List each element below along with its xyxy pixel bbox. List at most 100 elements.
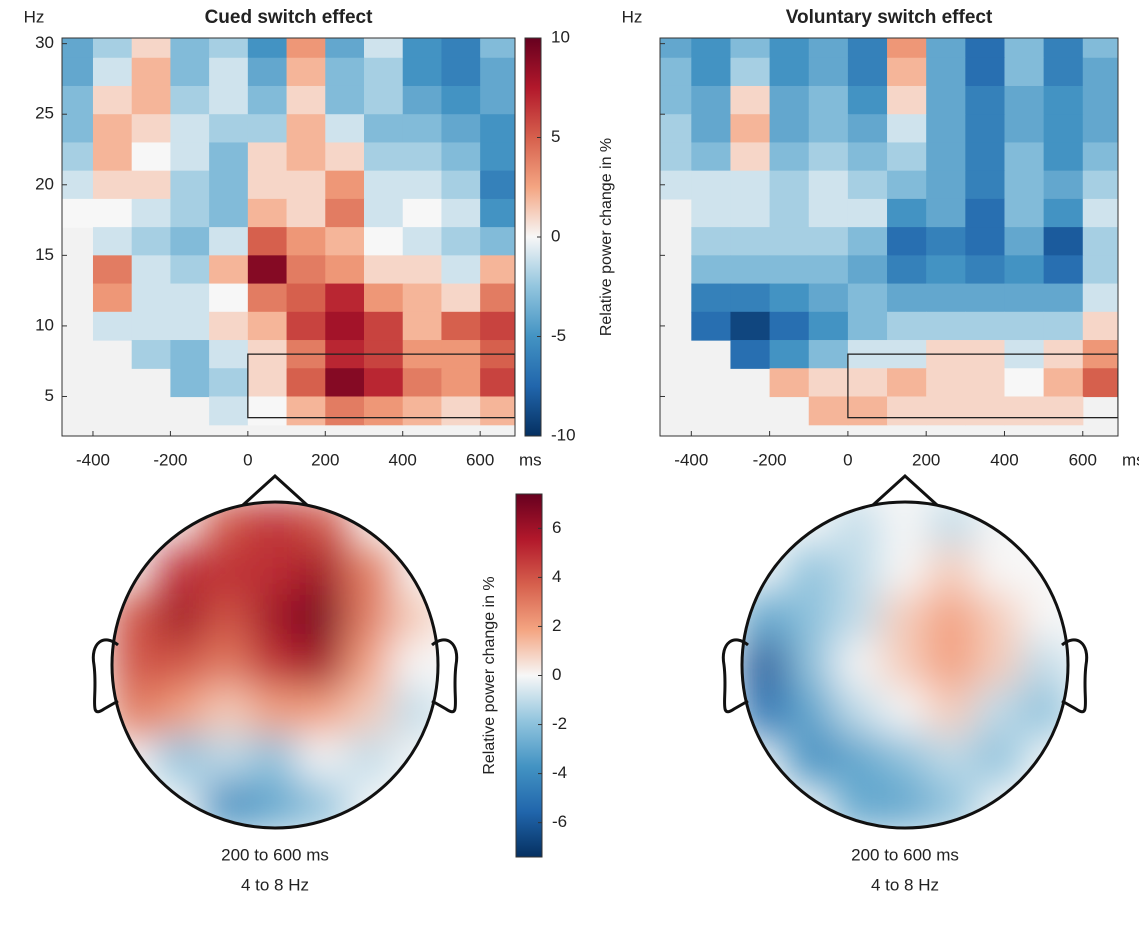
y-tick-label: 10 (35, 315, 54, 334)
heatmap-cell (1043, 311, 1084, 341)
heatmap-cell (441, 38, 481, 59)
heatmap-cell (441, 311, 481, 341)
heatmap-cell (730, 114, 771, 144)
x-axis-label: ms (519, 450, 542, 469)
heatmap-cell (364, 114, 404, 144)
heatmap-cell (808, 114, 849, 144)
heatmap-cell (660, 57, 692, 87)
heatmap-cell (325, 255, 365, 285)
colorbar-tick-label: 4 (552, 567, 561, 586)
heatmap-cell (965, 198, 1006, 228)
nose (241, 473, 309, 507)
head-outline (740, 500, 1070, 830)
roi-box (247, 353, 515, 419)
heatmap-cell (364, 255, 404, 285)
heatmap-cell (441, 283, 481, 313)
heatmap-cell (441, 170, 481, 200)
heatmap-cell (92, 227, 133, 256)
heatmap-cell (808, 255, 849, 285)
heatmap-cell (1043, 57, 1084, 87)
topo-cell (157, 594, 207, 643)
heatmap-cell (480, 38, 515, 59)
heatmap-cell (660, 85, 692, 115)
heatmap-cell (209, 368, 249, 398)
topo-cell (927, 594, 976, 643)
heatmap-cell (1043, 38, 1084, 59)
topo-cell (834, 687, 883, 736)
heatmap-cell (209, 198, 249, 228)
heatmap-cell (1043, 255, 1084, 285)
x-tick-label: -400 (674, 450, 708, 469)
heatmap-cell (1082, 255, 1118, 285)
heatmap-cell (170, 283, 210, 313)
heatmap-cell (965, 227, 1006, 256)
topo-cell (204, 594, 253, 643)
topo-cell (343, 733, 393, 783)
y-axis-label: Hz (24, 7, 45, 26)
heatmap-cell (1004, 57, 1045, 87)
heatmap-cell (1082, 283, 1118, 313)
heatmap-cell (325, 38, 365, 59)
heatmap-cell (480, 57, 515, 87)
colorbar-tick-label: 0 (551, 226, 560, 245)
topo-cell (880, 640, 930, 690)
heatmap-cell (769, 255, 810, 285)
heatmap-cell (808, 38, 849, 59)
heatmap-cell (247, 198, 288, 228)
heatmap-cell (131, 114, 172, 144)
heatmap-cell (965, 38, 1006, 59)
heatmap-cell (286, 85, 326, 115)
heatmap-cell (965, 396, 1006, 426)
heatmap-cell (441, 396, 481, 426)
heatmap-cell (402, 255, 443, 285)
heatmap-cell (286, 170, 326, 200)
heatmap-cell (480, 198, 515, 228)
heatmap-cell (170, 255, 210, 285)
annotation: 4 to 8 Hz (871, 875, 939, 894)
heatmap-cell (769, 227, 810, 256)
heatmap-cell (364, 311, 404, 341)
heatmap-cell (286, 255, 326, 285)
heatmap-cell (887, 38, 927, 59)
heatmap-cell (209, 340, 249, 369)
heatmap-cell (131, 198, 172, 228)
heatmap-cell (92, 198, 133, 228)
x-tick-label: 200 (912, 450, 940, 469)
heatmap-cell (847, 368, 888, 398)
topo-cell (787, 733, 837, 783)
heatmap-cell (62, 198, 94, 228)
heatmap-cell (209, 85, 249, 115)
topo-cell (343, 547, 393, 597)
topo-cell (787, 640, 837, 690)
heatmap-cell (325, 227, 365, 256)
topo-cell (927, 733, 976, 783)
x-tick-label: -400 (76, 450, 110, 469)
heatmap-cell (480, 368, 515, 398)
topo-cell (834, 547, 883, 597)
heatmap-cell (364, 227, 404, 256)
heatmap-cell (170, 340, 210, 369)
y-axis-label: Hz (622, 7, 643, 26)
heatmap-cell (730, 340, 771, 369)
x-tick-label: 400 (389, 450, 417, 469)
heatmap-cell (364, 198, 404, 228)
heatmap-cell (887, 142, 927, 172)
heatmap-cell (769, 368, 810, 398)
heatmap-cell (1082, 198, 1118, 228)
heatmap-cell (808, 170, 849, 200)
heatmap-cell (209, 38, 249, 59)
heatmap-cell (441, 255, 481, 285)
heatmap-cell (441, 368, 481, 398)
heatmap-cell (847, 198, 888, 228)
heatmap-cell (131, 255, 172, 285)
topo-cell (834, 733, 883, 783)
heatmap-cell (808, 283, 849, 313)
heatmap-cell (887, 227, 927, 256)
heatmap-cell (480, 142, 515, 172)
topo-cell (297, 594, 346, 643)
topo-cell (250, 547, 300, 597)
heatmap-cell (209, 396, 249, 426)
heatmap-cell (441, 85, 481, 115)
x-tick-label: 0 (843, 450, 852, 469)
